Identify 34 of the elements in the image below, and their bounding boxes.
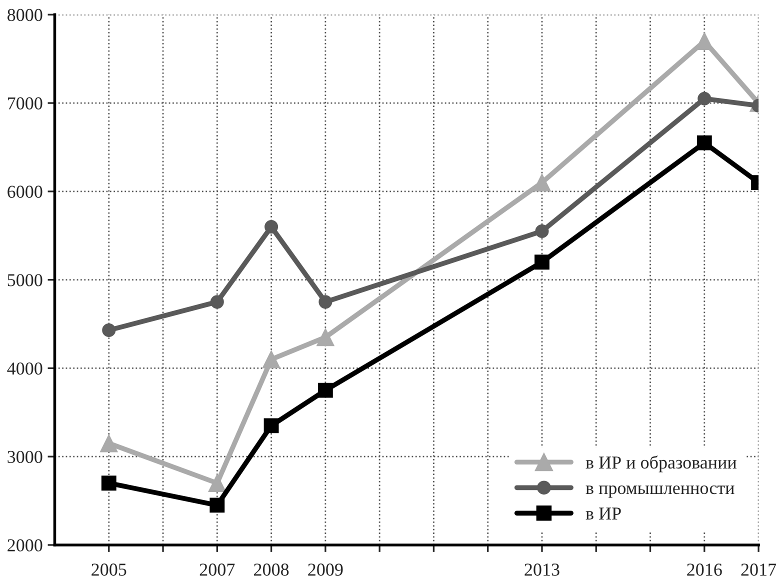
point (210, 295, 224, 309)
point (535, 224, 549, 238)
y-tick-label: 6000 (8, 186, 42, 198)
point (533, 174, 551, 192)
point (101, 476, 116, 491)
y-tick-label: 8000 (8, 8, 42, 22)
point (318, 382, 333, 398)
x-tick-label: 2007 (200, 564, 235, 576)
legend-label: в промышленности (586, 485, 734, 498)
x-tick-label: 2008 (254, 564, 289, 576)
y-tick-label: 3000 (8, 450, 42, 464)
point (534, 254, 550, 270)
point (210, 498, 225, 513)
point (262, 350, 280, 368)
x-tick-label: 2017 (741, 564, 776, 576)
point (264, 220, 278, 234)
x-tick-label: 2005 (92, 564, 126, 576)
point (100, 434, 118, 452)
y-tick-label: 4000 (7, 362, 42, 375)
point (264, 418, 279, 434)
point (102, 323, 116, 337)
point (696, 135, 712, 150)
y-tick-label: 5000 (8, 274, 42, 286)
point (208, 474, 226, 492)
y-tick-label: 2000 (8, 539, 42, 552)
point (316, 328, 334, 346)
y-tick-label: 7000 (8, 97, 42, 110)
x-tick-label: 2013 (524, 564, 560, 576)
x-tick-label: 2009 (308, 564, 343, 576)
legend-label: в ИР и образовании (586, 456, 736, 472)
point (698, 92, 712, 106)
x-tick-label: 2016 (687, 564, 722, 576)
legend-label: в ИР (586, 508, 621, 520)
point (318, 295, 332, 309)
